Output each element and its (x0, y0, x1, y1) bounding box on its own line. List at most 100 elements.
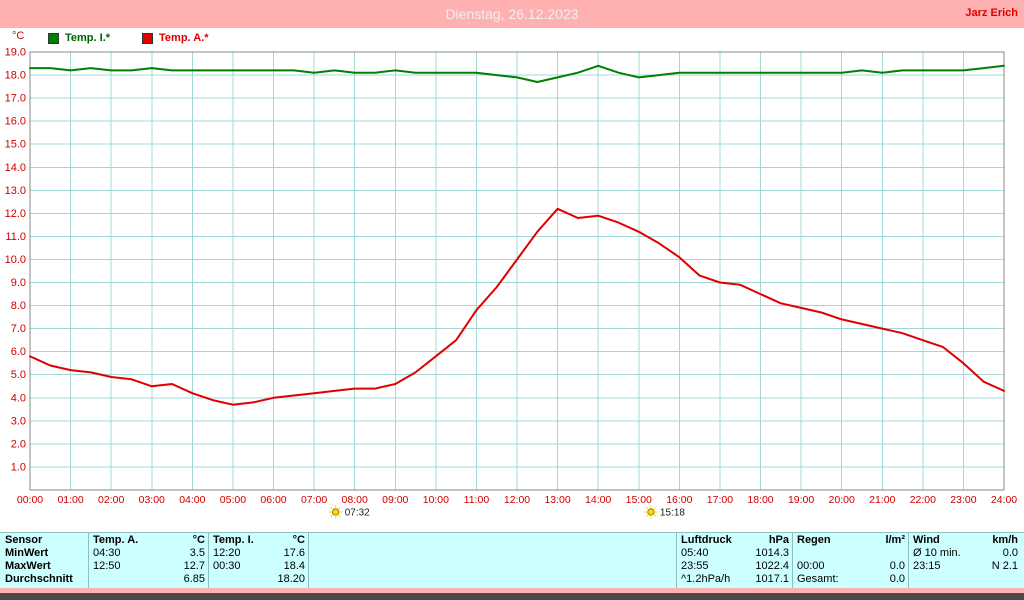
wind-max-value: N 2.1 (991, 560, 1018, 572)
svg-text:10:00: 10:00 (423, 494, 449, 506)
regen-total-label: Gesamt: (797, 573, 839, 585)
col-unit-regen: l/m² (885, 534, 905, 546)
svg-text:5.0: 5.0 (11, 369, 26, 381)
col-header-wind: Wind (913, 534, 940, 546)
table-separator (308, 533, 309, 588)
row-label-minwert: MinWert (5, 547, 49, 559)
luftdruck-max-time: 23:55 (681, 560, 709, 572)
regen-max-time: 00:00 (797, 560, 825, 572)
col-header-temp-a: Temp. A. (93, 534, 139, 546)
svg-text:8.0: 8.0 (11, 300, 26, 312)
temp-a-avg-value: 6.85 (183, 573, 205, 585)
col-unit-temp-i: °C (292, 534, 305, 546)
table-col-regen: Regen l/m² 00:00 0.0 Gesamt: 0.0 (797, 534, 905, 588)
svg-text:16:00: 16:00 (666, 494, 692, 506)
svg-text:4.0: 4.0 (11, 392, 26, 404)
footer-strip (0, 588, 1024, 593)
chart-legend: Temp. I.* Temp. A.* (48, 32, 241, 44)
table-header-sensor: Sensor (5, 534, 43, 546)
table-separator (208, 533, 209, 588)
svg-text:00:00: 00:00 (17, 494, 43, 506)
svg-text:06:00: 06:00 (260, 494, 286, 506)
wind-avg-value: 0.0 (1002, 547, 1018, 559)
table-col-temp-i: Temp. I. °C 12:20 17.6 00:30 18.4 18.20 (213, 534, 305, 588)
legend-temp-a: Temp. A.* (142, 32, 209, 44)
table-col-luftdruck: Luftdruck hPa 05:40 1014.3 23:55 1022.4 ^1.… (681, 534, 789, 588)
y-axis-unit: °C (12, 30, 25, 42)
temp-i-swatch (48, 32, 59, 44)
chart-canvas: 1.0 2.0 3.0 4.0 5.0 6.0 7.0 8.0 9.0 10.0 11.0 12.0 1… (5, 47, 1017, 519)
bottom-bar (0, 593, 1024, 600)
svg-text:02:00: 02:00 (98, 494, 124, 506)
svg-text:16.0: 16.0 (5, 116, 26, 128)
svg-text:15:00: 15:00 (626, 494, 652, 506)
temp-a-label: Temp. A.* (159, 32, 209, 44)
svg-text:13.0: 13.0 (5, 185, 26, 197)
temp-i-min-value: 17.6 (283, 547, 305, 559)
temp-i-min-time: 12:20 (213, 547, 241, 559)
svg-text:17.0: 17.0 (5, 93, 26, 105)
svg-text:13:00: 13:00 (544, 494, 570, 506)
wind-avg-label: Ø 10 min. (913, 547, 961, 559)
temp-i-avg-value: 18.20 (277, 573, 305, 585)
svg-text:04:00: 04:00 (179, 494, 205, 506)
svg-text:3.0: 3.0 (11, 415, 26, 427)
svg-text:10.0: 10.0 (5, 254, 26, 266)
svg-text:09:00: 09:00 (382, 494, 408, 506)
svg-text:20:00: 20:00 (829, 494, 855, 506)
col-unit-wind: km/h (992, 534, 1018, 546)
svg-text:15:18: 15:18 (660, 508, 685, 519)
temp-a-max-time: 12:50 (93, 560, 121, 572)
svg-text:14.0: 14.0 (5, 162, 26, 174)
col-header-temp-i: Temp. I. (213, 534, 254, 546)
svg-text:2.0: 2.0 (11, 438, 26, 450)
temp-i-max-time: 00:30 (213, 560, 241, 572)
svg-text:18:00: 18:00 (747, 494, 773, 506)
svg-text:9.0: 9.0 (11, 277, 26, 289)
svg-text:07:32: 07:32 (345, 508, 370, 519)
svg-text:11.0: 11.0 (5, 231, 26, 243)
col-unit-temp-a: °C (192, 534, 205, 546)
svg-text:11:00: 11:00 (464, 494, 490, 506)
svg-text:08:00: 08:00 (342, 494, 368, 506)
temp-a-max-value: 12.7 (183, 560, 205, 572)
table-col-sensor: Sensor MinWert MaxWert Durchschnitt (5, 534, 85, 588)
table-separator (792, 533, 793, 588)
svg-text:14:00: 14:00 (585, 494, 611, 506)
titlebar: Dienstag, 26.12.2023 Jarz Erich (0, 0, 1024, 28)
temp-i-label: Temp. I.* (65, 32, 111, 44)
station-name: Jarz Erich (965, 7, 1018, 19)
svg-text:7.0: 7.0 (11, 323, 26, 335)
table-separator (908, 533, 909, 588)
row-label-maxwert: MaxWert (5, 560, 51, 572)
svg-text:19:00: 19:00 (788, 494, 814, 506)
svg-text:23:00: 23:00 (950, 494, 976, 506)
col-header-regen: Regen (797, 534, 831, 546)
svg-text:24:00: 24:00 (991, 494, 1017, 506)
temp-i-max-value: 18.4 (283, 560, 305, 572)
svg-text:15.0: 15.0 (5, 139, 26, 151)
temp-a-min-time: 04:30 (93, 547, 121, 559)
luftdruck-max-value: 1022.4 (755, 560, 789, 572)
svg-text:22:00: 22:00 (910, 494, 936, 506)
svg-text:12:00: 12:00 (504, 494, 530, 506)
col-header-luftdruck: Luftdruck (681, 534, 732, 546)
temperature-chart: 1.0 2.0 3.0 4.0 5.0 6.0 7.0 8.0 9.0 10.0 11.0 12.0 1… (0, 28, 1024, 532)
table-col-wind: Wind km/h Ø 10 min. 0.0 23:15 N 2.1 (913, 534, 1018, 588)
wind-max-time: 23:15 (913, 560, 941, 572)
regen-total-value: 0.0 (889, 573, 905, 585)
svg-text:1.0: 1.0 (11, 461, 26, 473)
svg-text:01:00: 01:00 (57, 494, 83, 506)
row-label-durchschnitt: Durchschnitt (5, 573, 73, 585)
summary-table: Sensor MinWert MaxWert Durchschnitt Temp… (0, 532, 1024, 588)
table-separator (676, 533, 677, 588)
legend-temp-i: Temp. I.* (48, 32, 110, 44)
luftdruck-min-value: 1014.3 (755, 547, 789, 559)
regen-max-value: 0.0 (889, 560, 905, 572)
svg-text:03:00: 03:00 (139, 494, 165, 506)
date-title: Dienstag, 26.12.2023 (445, 6, 579, 22)
svg-text:07:00: 07:00 (301, 494, 327, 506)
svg-text:19.0: 19.0 (5, 47, 26, 59)
svg-text:18.0: 18.0 (5, 70, 26, 82)
col-unit-luftdruck: hPa (768, 534, 789, 546)
